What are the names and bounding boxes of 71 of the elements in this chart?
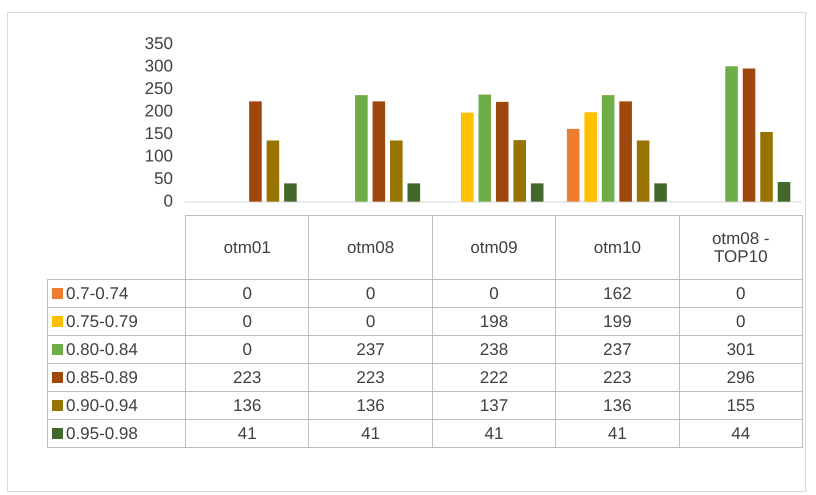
- y-tick-label: 350: [144, 34, 173, 53]
- bar: [636, 140, 650, 202]
- legend-label: 0.90-0.94: [48, 392, 186, 420]
- data-label: 137: [432, 392, 556, 420]
- data-label: 0: [308, 308, 432, 336]
- x-tick-label: otm08 - TOP10: [679, 216, 802, 280]
- data-label: 44: [679, 420, 802, 448]
- data-label: 162: [556, 280, 680, 308]
- data-label: 199: [556, 308, 680, 336]
- y-tick-label: 300: [144, 56, 173, 76]
- bar: [266, 140, 280, 202]
- data-label: 136: [308, 392, 432, 420]
- data-label: 238: [432, 336, 556, 364]
- data-label: 223: [556, 364, 680, 392]
- y-tick-label: 250: [144, 78, 173, 98]
- bar: [760, 132, 773, 202]
- data-label: 41: [308, 420, 432, 448]
- data-label: 0: [308, 280, 432, 308]
- data-label: 0: [432, 280, 556, 308]
- data-label: 301: [679, 336, 802, 364]
- bar: [460, 112, 474, 202]
- data-label: 296: [679, 364, 802, 392]
- bar: [619, 101, 632, 202]
- data-label: 0: [186, 308, 309, 336]
- x-tick-label: otm09: [432, 216, 556, 280]
- bar: [530, 183, 544, 202]
- bar: [566, 128, 580, 202]
- data-label: 136: [186, 392, 309, 420]
- data-label: 0: [186, 280, 309, 308]
- y-tick-label: 200: [144, 101, 173, 120]
- x-tick-label: otm01: [186, 216, 309, 280]
- bar: [584, 112, 597, 202]
- bar: [725, 66, 738, 202]
- data-label: 155: [679, 392, 802, 420]
- bar: [390, 140, 403, 202]
- data-label: 198: [432, 308, 556, 336]
- bar: [654, 183, 667, 202]
- bar: [513, 140, 526, 202]
- data-label: 41: [432, 420, 556, 448]
- data-label: 0: [186, 336, 309, 364]
- data-label: 222: [432, 364, 556, 392]
- x-tick-label: otm08: [308, 216, 432, 280]
- y-tick-label: 100: [144, 146, 173, 166]
- data-label: 0: [679, 308, 802, 336]
- y-tick-label: 150: [144, 124, 173, 143]
- bar: [284, 183, 297, 202]
- legend-label: 0.95-0.98: [48, 420, 186, 448]
- bar: [408, 183, 420, 202]
- data-label: 41: [556, 420, 680, 448]
- bar: [355, 95, 368, 202]
- data-label: 223: [186, 364, 309, 392]
- bar: [778, 182, 790, 202]
- legend-label: 0.75-0.79: [48, 308, 186, 336]
- data-label: 41: [186, 420, 309, 448]
- data-label: 237: [308, 336, 432, 364]
- bar: [478, 94, 492, 202]
- legend-label: 0.80-0.84: [48, 336, 186, 364]
- bar: [496, 102, 509, 202]
- bar: [249, 101, 262, 202]
- x-tick-label: otm10: [556, 216, 680, 280]
- bar: [372, 101, 386, 202]
- data-label: 237: [556, 336, 680, 364]
- data-label: 136: [556, 392, 680, 420]
- data-label: 0: [679, 280, 802, 308]
- legend-label: 0.85-0.89: [48, 364, 186, 392]
- y-tick-label: 50: [154, 168, 173, 188]
- y-tick-label: 0: [164, 191, 173, 210]
- data-label: 223: [308, 364, 432, 392]
- bar: [742, 68, 756, 202]
- legend-label: 0.7-0.74: [48, 280, 186, 308]
- bar: [602, 95, 614, 202]
